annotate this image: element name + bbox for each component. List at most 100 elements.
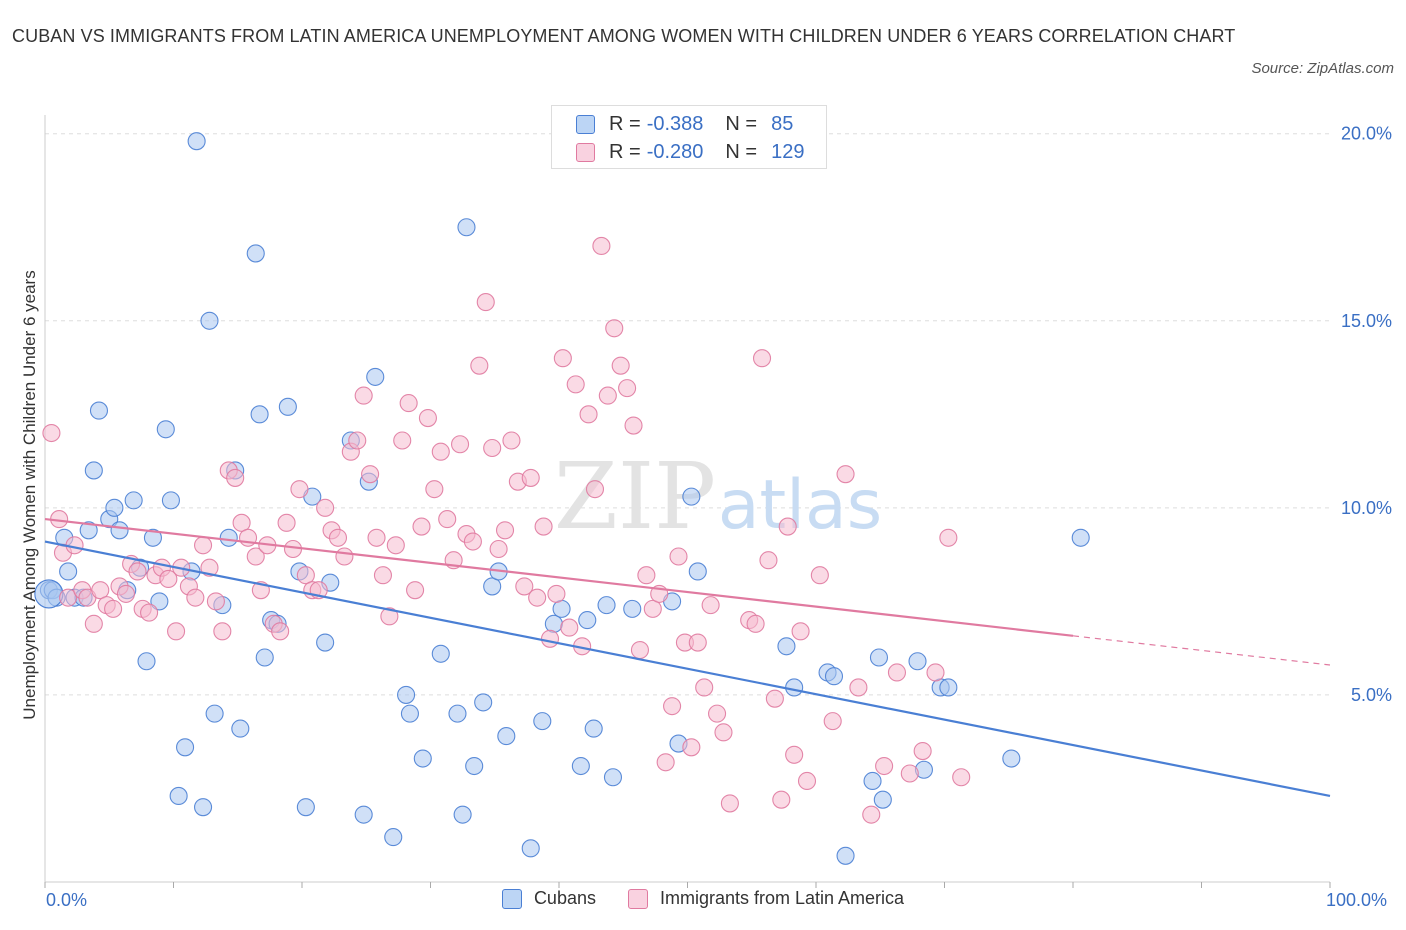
point-latin-america <box>579 405 598 424</box>
point-latin-america <box>91 581 110 600</box>
point-latin-america <box>663 697 682 716</box>
point-cubans <box>603 768 623 787</box>
point-latin-america <box>926 663 945 682</box>
point-cubans <box>219 528 238 547</box>
point-latin-america <box>566 375 585 394</box>
legend-label-cubans: Cubans <box>533 888 596 908</box>
point-latin-america <box>348 431 367 450</box>
series-legend: Cubans Immigrants from Latin America <box>0 888 1406 909</box>
legend-label-latin-america: Immigrants from Latin America <box>659 888 905 908</box>
stats-n-label: N = <box>725 140 758 163</box>
point-latin-america <box>200 558 219 577</box>
point-cubans <box>194 798 213 817</box>
legend-swatch-cubans <box>501 888 522 909</box>
point-latin-america <box>836 465 855 484</box>
point-latin-america <box>643 599 662 618</box>
point-cubans <box>255 648 274 667</box>
point-latin-america <box>785 745 804 764</box>
point-cubans <box>785 678 804 697</box>
point-cubans <box>682 487 701 506</box>
point-cubans <box>143 528 162 547</box>
point-latin-america <box>618 379 637 398</box>
point-cubans <box>84 461 103 480</box>
point-latin-america <box>682 738 701 757</box>
point-cubans <box>497 727 516 746</box>
point-cubans <box>552 599 571 618</box>
point-cubans <box>231 719 250 738</box>
point-latin-america <box>412 517 431 536</box>
point-latin-america <box>296 566 315 585</box>
chart-source: Source: ZipAtlas.com <box>1251 60 1394 77</box>
y-axis-label: Unemployment Among Women with Children U… <box>20 270 39 720</box>
series-latin-america <box>42 236 971 824</box>
point-latin-america <box>637 566 656 585</box>
point-latin-america <box>463 532 482 551</box>
point-latin-america <box>393 431 412 450</box>
watermark-atlas: atlas <box>718 466 882 545</box>
point-cubans <box>578 611 597 630</box>
point-latin-america <box>116 584 136 603</box>
point-latin-america <box>406 581 425 600</box>
point-cubans <box>533 712 552 731</box>
point-cubans <box>521 839 540 858</box>
point-latin-america <box>476 293 495 312</box>
point-cubans <box>474 693 493 712</box>
point-latin-america <box>746 614 765 633</box>
trend-line-cubans <box>44 540 1331 798</box>
legend-item-cubans[interactable]: Cubans <box>501 888 596 909</box>
point-latin-america <box>386 536 405 555</box>
point-latin-america <box>335 547 354 566</box>
point-latin-america <box>194 536 213 555</box>
point-latin-america <box>380 607 399 626</box>
x-tick-label-max: 100.0% <box>1326 890 1388 910</box>
point-cubans <box>150 592 169 611</box>
stats-legend: R = -0.388 N = 85 R = -0.280 N = 129 <box>551 105 827 169</box>
point-cubans <box>908 652 927 671</box>
point-latin-america <box>585 480 605 499</box>
point-latin-america <box>206 592 225 611</box>
point-cubans <box>597 596 616 615</box>
point-cubans <box>453 805 472 824</box>
point-latin-america <box>361 465 380 484</box>
point-latin-america <box>128 562 147 581</box>
point-cubans <box>939 678 958 697</box>
y-tick-label-20: 20.0% <box>1341 124 1392 144</box>
stats-n-value: 129 <box>771 140 805 163</box>
point-cubans <box>431 644 450 663</box>
point-latin-america <box>797 771 817 791</box>
point-cubans <box>869 648 889 667</box>
point-cubans <box>571 756 590 776</box>
point-latin-america <box>354 386 373 405</box>
point-cubans <box>187 132 206 151</box>
point-latin-america <box>553 349 572 368</box>
point-cubans <box>544 614 563 633</box>
trend-lines <box>44 517 1331 798</box>
point-latin-america <box>598 386 617 405</box>
point-latin-america <box>759 551 778 570</box>
stats-r-value: -0.388 <box>646 112 704 135</box>
point-latin-america <box>862 805 881 824</box>
point-latin-america <box>502 431 521 450</box>
point-cubans <box>250 405 269 424</box>
point-cubans <box>296 798 315 817</box>
y-tick-labels: 5.0% 10.0% 15.0% 20.0% <box>1341 124 1392 705</box>
point-cubans <box>448 704 467 723</box>
point-latin-america <box>159 569 178 588</box>
point-latin-america <box>84 614 103 633</box>
point-latin-america <box>669 547 688 566</box>
point-latin-america <box>42 423 61 443</box>
y-tick-label-5: 5.0% <box>1351 685 1392 705</box>
stats-swatch-cubans <box>576 114 595 134</box>
point-cubans <box>156 420 175 439</box>
chart-title: CUBAN VS IMMIGRANTS FROM LATIN AMERICA U… <box>12 26 1236 46</box>
point-latin-america <box>778 517 797 536</box>
point-latin-america <box>592 236 611 256</box>
point-cubans <box>176 738 195 757</box>
point-latin-america <box>752 349 772 368</box>
legend-item-latin-america[interactable]: Immigrants from Latin America <box>627 888 905 909</box>
stats-n-value: 85 <box>771 112 794 135</box>
point-cubans <box>400 704 419 723</box>
point-latin-america <box>140 603 159 622</box>
stats-n-label: N = <box>725 112 758 135</box>
point-cubans <box>161 491 180 510</box>
